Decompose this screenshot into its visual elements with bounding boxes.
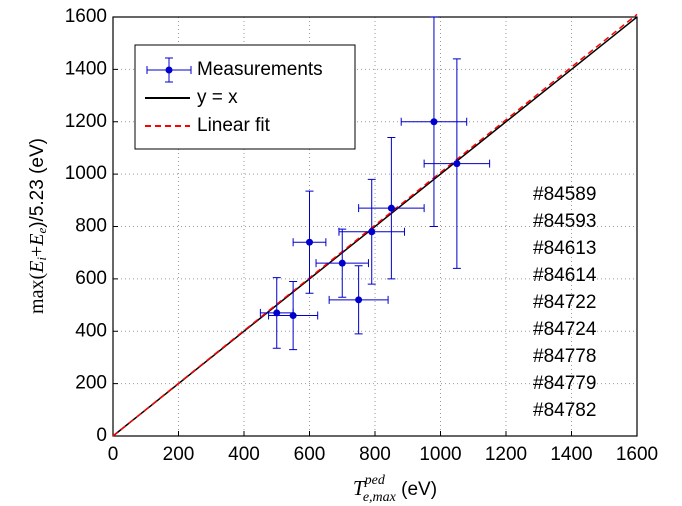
x-label-part: T	[353, 476, 366, 500]
y-tick-label: 0	[96, 425, 107, 446]
y-tick-label: 1200	[65, 111, 107, 132]
y-label-part: E	[26, 261, 48, 274]
data-point	[273, 309, 281, 317]
x-tick-label: 1200	[485, 444, 527, 465]
annotation: #84722	[533, 292, 596, 313]
y-tick-label: 1400	[65, 58, 107, 79]
data-point	[430, 118, 438, 126]
data-point	[338, 259, 346, 267]
annotation: #84779	[533, 373, 596, 394]
y-tick-label: 200	[75, 373, 107, 394]
annotation: #84724	[533, 319, 597, 340]
x-tick-label: 1000	[419, 444, 461, 465]
y-tick-label: 1600	[65, 6, 107, 27]
legend-box	[134, 44, 356, 150]
y-label-part: )/5.23 (eV)	[27, 138, 48, 228]
data-point	[368, 228, 376, 236]
annotation: #84778	[533, 346, 596, 367]
annotation: #84614	[533, 265, 597, 286]
annotation: #84589	[533, 184, 596, 205]
legend-label: y = x	[197, 87, 238, 108]
data-point	[306, 238, 313, 246]
y-tick-label: 1000	[65, 163, 107, 184]
y-label-part: E	[26, 234, 48, 247]
x-axis-label: Tped e,max (eV)	[353, 473, 437, 505]
fit-line	[112, 13, 638, 437]
x-tick-label: 1400	[550, 444, 592, 465]
legend-symbol	[165, 66, 173, 74]
y-axis-label: max(Ei+Ee)/5.23 (eV)	[26, 138, 49, 314]
y-tick-label: 800	[75, 216, 107, 237]
data-point	[289, 312, 297, 320]
y-label-part: e	[34, 228, 49, 234]
x-label-part: e,max	[363, 490, 397, 505]
x-tick-label: 600	[294, 444, 326, 465]
x-tick-label: 0	[108, 444, 119, 465]
x-tick-label: 200	[163, 444, 195, 465]
y-label-part: +	[26, 246, 48, 257]
data-point	[387, 204, 395, 212]
y-tick-label: 600	[75, 268, 107, 289]
x-tick-label: 1600	[616, 444, 658, 465]
legend-label: Linear fit	[197, 115, 271, 136]
annotation: #84613	[533, 238, 596, 259]
x-label-part: ped	[364, 473, 386, 488]
plot-frame	[112, 16, 638, 437]
x-tick-label: 400	[228, 444, 260, 465]
data-point	[453, 160, 461, 168]
y-label-part: i	[34, 257, 49, 261]
x-label-part: (eV)	[396, 479, 437, 500]
y-tick-label: 400	[75, 320, 107, 341]
x-tick-label: 800	[359, 444, 391, 465]
annotation: #84782	[533, 400, 596, 421]
data-point	[355, 296, 363, 304]
legend-label: Measurements	[197, 59, 323, 80]
annotation: #84593	[533, 211, 596, 232]
y-label-part: max(	[26, 273, 48, 314]
